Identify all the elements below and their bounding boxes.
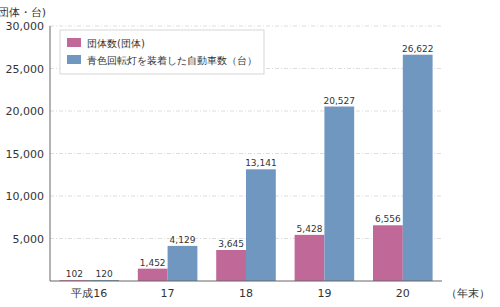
- bar: [216, 250, 246, 281]
- legend-label: 団体数(団体): [87, 38, 145, 49]
- y-tick-label: 15,000: [6, 148, 45, 161]
- x-tick-label: 18: [239, 287, 253, 300]
- data-label: 26,622: [402, 44, 434, 54]
- x-axis-line: [50, 281, 442, 282]
- grid-line: [50, 153, 442, 154]
- bars: [59, 55, 432, 281]
- data-label: 6,556: [375, 214, 401, 224]
- data-label: 5,428: [297, 224, 323, 234]
- grid-line: [50, 26, 442, 27]
- legend-swatch: [67, 38, 81, 47]
- data-label: 13,141: [245, 158, 277, 168]
- y-tick-label: 10,000: [6, 190, 45, 203]
- x-tick-label: 19: [317, 287, 331, 300]
- legend-label: 青色回転灯を装着した自動車数（台）: [87, 55, 257, 66]
- bar: [403, 55, 433, 281]
- data-labels: 102 1,452 3,645 5,428 6,556 120 4,129 13,141 20,…: [66, 44, 434, 279]
- y-tick-label: 5,000: [13, 233, 45, 246]
- bar: [324, 107, 354, 281]
- y-tick-label: 30,000: [6, 20, 45, 33]
- data-label: 120: [96, 269, 113, 279]
- data-label: 1,452: [140, 258, 166, 268]
- legend: 団体数(団体) 青色回転灯を装着した自動車数（台）: [60, 30, 264, 74]
- y-axis: 5,000 10,000 15,000 20,000 25,000 30,000: [6, 20, 45, 246]
- data-label: 3,645: [218, 239, 244, 249]
- legend-box: [60, 30, 264, 74]
- bar: [295, 235, 325, 281]
- x-tick-label: 20: [396, 287, 410, 300]
- chart: 5,000 10,000 15,000 20,000 25,000 30,000(団体・台…: [0, 0, 500, 307]
- x-axis: 平成16 17 18 19 20 （年末）: [50, 26, 490, 300]
- x-tick-label: 平成16: [71, 287, 107, 300]
- bar: [246, 169, 276, 281]
- y-axis-label: (団体・台): [0, 6, 46, 19]
- grid-line: [50, 111, 442, 112]
- bar: [168, 246, 198, 281]
- data-label: 20,527: [324, 96, 356, 106]
- x-tick-label: 17: [161, 287, 175, 300]
- data-label: 4,129: [170, 235, 196, 245]
- bar: [373, 225, 403, 281]
- x-axis-label: （年末）: [446, 287, 490, 300]
- y-tick-label: 25,000: [6, 63, 45, 76]
- y-tick-label: 20,000: [6, 105, 45, 118]
- y-axis-line: [50, 26, 51, 281]
- legend-swatch: [67, 55, 81, 64]
- bar: [138, 269, 168, 281]
- data-label: 102: [66, 269, 83, 279]
